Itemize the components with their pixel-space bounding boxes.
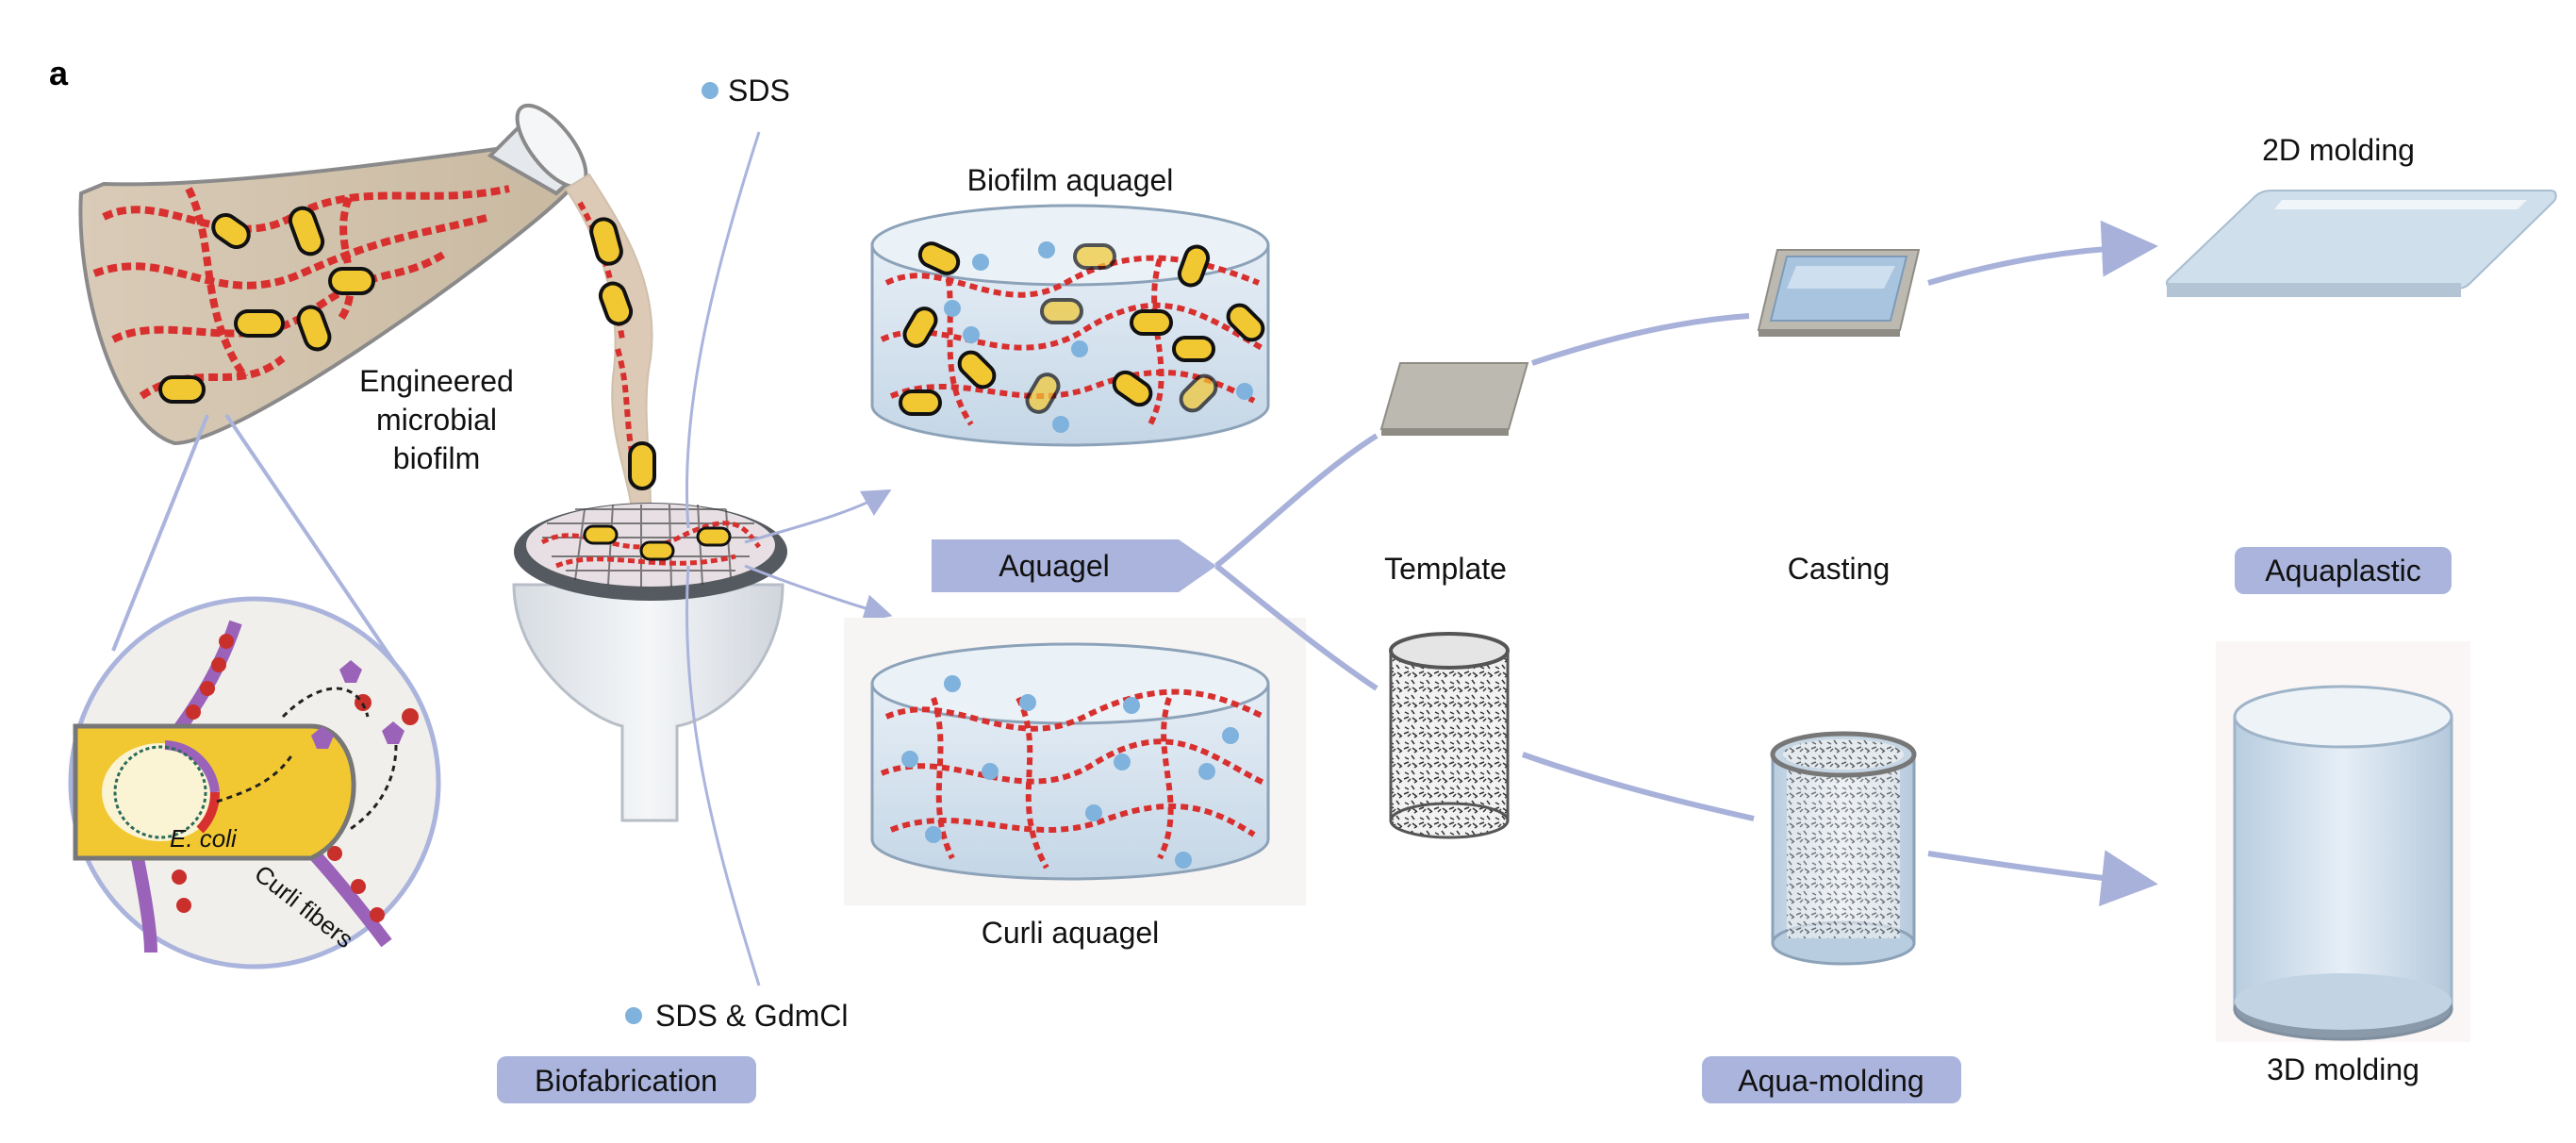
biofilm-aquagel-disc — [870, 204, 1270, 447]
template-cylinder — [1389, 632, 1510, 839]
pour-stream — [564, 173, 656, 510]
flask — [78, 103, 588, 446]
arrow-to-biofilm-aquagel — [744, 489, 892, 544]
arrow-to-2d-molding — [1927, 220, 2158, 286]
branch-to-template-sheet — [1214, 433, 1379, 569]
aquaplastic-tag-label: Aquaplastic — [2265, 554, 2420, 588]
engineered-biofilm-label-line2: microbial — [376, 403, 497, 437]
sds-gdmcl-dot — [625, 1007, 642, 1024]
molding-2d-film — [2165, 190, 2557, 297]
ecoli-label: E. coli — [170, 824, 238, 853]
molding-3d-cylinder — [2216, 641, 2470, 1042]
zoom-line-left — [111, 414, 209, 652]
molding-2d-label: 2D molding — [2262, 133, 2415, 167]
aquaplastic-tag: Aquaplastic — [2235, 547, 2452, 594]
aqua-molding-tag: Aqua-molding — [1702, 1056, 1961, 1103]
aquagel-tag: Aquagel — [932, 539, 1216, 592]
engineered-biofilm-label-line3: biofilm — [393, 441, 480, 475]
biofilm-aquagel-label: Biofilm aquagel — [967, 163, 1174, 197]
biofabrication-tag-label: Biofabrication — [535, 1064, 718, 1098]
arrow-to-3d-molding — [1927, 850, 2158, 906]
biofabrication-tag: Biofabrication — [497, 1056, 756, 1103]
aqua-molding-tag-label: Aqua-molding — [1738, 1064, 1924, 1098]
template-sheet — [1379, 362, 1529, 430]
filter-funnel — [512, 503, 787, 822]
sds-dot — [702, 82, 718, 99]
casting-2d-mold — [1757, 249, 1921, 337]
aquagel-tag-label: Aquagel — [999, 549, 1109, 583]
sds-label: SDS — [728, 74, 790, 108]
engineered-biofilm-label-line1: Engineered — [359, 364, 514, 398]
curli-aquagel-label: Curli aquagel — [982, 916, 1160, 950]
arrow-to-casting-2d — [1531, 313, 1750, 366]
zoom-line-right — [224, 413, 407, 681]
panel-letter: a — [49, 54, 69, 92]
sds-guide-line — [685, 131, 761, 529]
branch-to-template-cylinder — [1214, 563, 1379, 691]
template-label: Template — [1384, 552, 1507, 586]
sds-gdmcl-label: SDS & GdmCl — [655, 999, 848, 1033]
sds-gdmcl-guide-line — [685, 565, 761, 986]
curli-aquagel-disc — [844, 618, 1306, 905]
arrow-to-curli-aquagel — [744, 564, 893, 622]
casting-label: Casting — [1788, 552, 1891, 586]
arrow-to-casting-3d — [1522, 752, 1755, 821]
molding-3d-label: 3D molding — [2267, 1052, 2419, 1086]
casting-3d-mold — [1770, 731, 1917, 966]
ecoli-zoom-circle — [68, 596, 441, 969]
